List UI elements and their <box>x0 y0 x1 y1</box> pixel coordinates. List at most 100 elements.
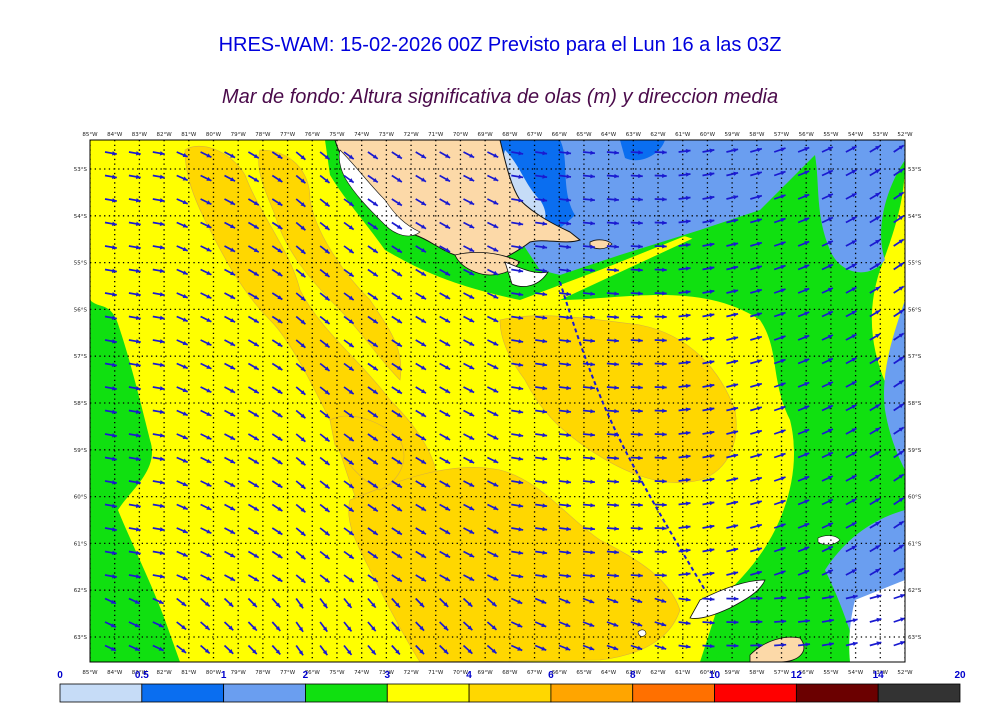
wave-arrow <box>439 198 451 206</box>
wave-arrow <box>391 198 403 207</box>
lon-label-bottom: 75°W <box>329 670 345 676</box>
wave-arrow <box>869 544 881 553</box>
wave-arrow <box>773 311 786 318</box>
wave-arrow <box>654 267 667 272</box>
wave-arrow <box>200 151 212 158</box>
wave-arrow <box>176 174 189 182</box>
wave-arrow <box>319 386 331 396</box>
wave-arrow <box>702 195 715 200</box>
lat-label-left: 54°S <box>74 214 88 220</box>
land-island-1 <box>454 251 521 276</box>
wave-arrow <box>678 501 691 506</box>
wave-arrow <box>654 526 667 531</box>
wave-arrow <box>821 498 834 506</box>
wave-arrow <box>893 285 905 294</box>
wave-arrow <box>343 221 355 231</box>
wave-arrow <box>535 432 548 438</box>
wave-arrow <box>271 456 283 465</box>
wave-arrow <box>224 174 236 182</box>
wave-arrow <box>845 641 858 647</box>
wave-arrow <box>630 573 643 578</box>
wave-arrow <box>535 338 548 344</box>
wave-arrow <box>678 289 691 295</box>
wave-arrow <box>152 527 165 532</box>
wave-arrow <box>391 527 403 536</box>
wave-arrow <box>104 621 117 628</box>
wave-arrow <box>606 644 619 651</box>
wave-arrow <box>606 549 619 555</box>
wave-arrow <box>367 456 379 466</box>
lon-label-top: 63°W <box>626 132 642 138</box>
wave-arrow <box>510 644 523 652</box>
map-frame <box>89 139 906 663</box>
wave-arrow <box>558 550 572 555</box>
wave-arrow <box>845 239 857 247</box>
lon-label-top: 83°W <box>132 132 148 138</box>
wave-arrow <box>271 621 281 632</box>
wave-arrow <box>152 409 165 414</box>
wave-arrow <box>893 168 905 177</box>
lon-label-top: 66°W <box>552 132 568 138</box>
lon-label-bottom: 54°W <box>848 670 864 676</box>
wave-arrow <box>558 150 572 156</box>
lon-label-bottom: 77°W <box>280 670 296 676</box>
core-zone-4 <box>348 467 681 662</box>
wave-arrow <box>247 386 260 394</box>
wave-arrow <box>821 357 834 365</box>
wave-arrow <box>487 456 499 464</box>
wave-arrow <box>726 453 739 459</box>
lat-label-left: 55°S <box>74 261 88 267</box>
wave-arrow <box>343 480 355 489</box>
wave-arrow <box>463 315 475 323</box>
wave-arrow <box>463 151 475 159</box>
wave-arrow <box>606 291 619 296</box>
wave-arrow <box>128 268 141 273</box>
wave-arrow <box>176 527 189 534</box>
colorbar-swatch <box>59 683 143 703</box>
wave-arrow <box>367 268 379 278</box>
land-small-island <box>637 629 647 637</box>
wave-arrow <box>821 545 834 553</box>
wave-arrow <box>487 315 499 323</box>
wave-arrow <box>773 335 786 341</box>
wave-arrow <box>247 245 260 253</box>
wave-arrow <box>343 503 355 513</box>
wave-arrow <box>487 550 499 558</box>
wave-arrow <box>893 497 905 506</box>
wave-arrow <box>606 455 619 461</box>
wave-arrow <box>678 454 691 459</box>
wave-arrow <box>391 644 401 655</box>
wave-arrow <box>750 382 763 388</box>
wave-arrow <box>678 548 691 553</box>
wave-arrow <box>224 198 236 206</box>
wave-arrow <box>630 479 643 484</box>
wave-arrow <box>104 409 117 414</box>
wave-arrow <box>606 338 619 343</box>
wave-arrow <box>558 621 571 628</box>
wave-arrow <box>152 268 165 273</box>
wave-arrow <box>415 221 427 230</box>
wave-arrow <box>176 198 189 205</box>
wave-arrow <box>511 245 524 250</box>
lon-label-top: 69°W <box>478 132 494 138</box>
wave-arrow <box>582 268 596 273</box>
wave-arrow <box>535 291 548 297</box>
wave-arrow <box>845 545 857 553</box>
wave-arrow <box>582 221 596 226</box>
lon-label-bottom: 58°W <box>749 670 765 676</box>
wave-arrow <box>654 644 667 650</box>
wave-arrow <box>558 597 571 604</box>
wave-arrow <box>534 621 547 628</box>
colorbar-label: 12 <box>791 670 803 681</box>
wave-arrow <box>343 621 353 632</box>
wave-arrow <box>750 194 763 200</box>
wave-arrow <box>271 597 281 608</box>
wave-arrow <box>534 644 547 651</box>
wave-arrow <box>702 242 715 247</box>
lightblue-coast <box>500 150 546 228</box>
wave-arrow <box>247 292 260 300</box>
wave-arrow <box>152 198 165 203</box>
wave-arrow <box>487 339 499 346</box>
wave-arrow <box>200 362 212 370</box>
wave-arrow <box>893 309 905 318</box>
